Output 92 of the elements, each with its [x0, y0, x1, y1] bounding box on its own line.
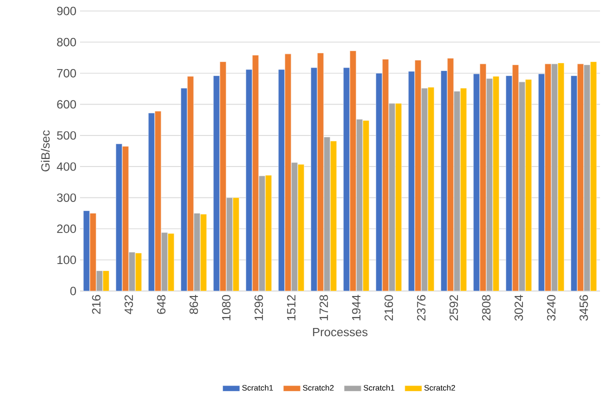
bar [128, 252, 136, 291]
x-tick-label: 2808 [482, 295, 490, 321]
x-tick-label: 1728 [320, 295, 328, 320]
bar [447, 58, 454, 291]
bar [350, 50, 356, 291]
bar [324, 136, 330, 291]
bar [265, 175, 272, 291]
y-tick-label: 100 [57, 256, 76, 264]
bar [486, 78, 493, 291]
bar [330, 140, 337, 291]
bar [116, 144, 122, 291]
y-tick-label: 500 [57, 131, 76, 140]
y-tick-label: 400 [56, 162, 76, 171]
bar [395, 103, 402, 291]
bar [148, 112, 155, 291]
bar [454, 91, 460, 291]
bar [102, 270, 110, 291]
bar [298, 164, 304, 291]
bar [460, 88, 467, 291]
x-axis-title: Processes [313, 328, 368, 336]
bar [90, 213, 96, 291]
bar [161, 232, 168, 291]
bar [506, 76, 512, 291]
bar [343, 67, 350, 291]
bar [284, 54, 292, 291]
x-tick-label: 3240 [547, 294, 556, 321]
y-tick-label: 900 [57, 6, 76, 16]
bar [551, 64, 558, 291]
bar [382, 59, 389, 291]
y-tick-label: 200 [57, 224, 76, 234]
bar [213, 76, 220, 291]
bar [356, 119, 363, 291]
bar [480, 64, 486, 291]
bar [558, 62, 564, 291]
bar [252, 55, 259, 291]
bar [421, 88, 428, 291]
bar [122, 146, 129, 291]
y-tick-label: 0 [70, 286, 76, 296]
bar [258, 176, 266, 291]
bar [180, 88, 188, 291]
y-axis-title: GiB/sec [40, 130, 50, 172]
bar [473, 74, 480, 291]
bar [246, 69, 252, 291]
bar [362, 120, 370, 291]
bar [317, 52, 324, 291]
y-tick-label: 600 [57, 100, 76, 109]
x-tick-label: 1296 [254, 295, 263, 320]
bar [577, 64, 584, 291]
bar [492, 76, 500, 291]
bar [135, 252, 142, 291]
x-tick-label: 3456 [580, 295, 588, 321]
bar [512, 64, 519, 291]
bar [408, 71, 415, 291]
y-tick-label: 300 [56, 193, 76, 202]
y-tick-label: 800 [57, 38, 76, 46]
x-tick-label: 216 [92, 295, 100, 314]
bar [96, 270, 103, 291]
bar [194, 213, 200, 291]
bar [232, 198, 240, 291]
bar [376, 73, 382, 291]
x-tick-label: 864 [190, 294, 198, 314]
bar [428, 87, 434, 291]
bar [187, 76, 194, 291]
bar [544, 64, 552, 291]
bar [154, 111, 162, 291]
x-tick-label: 2592 [450, 295, 458, 321]
bar [525, 79, 532, 291]
bar [590, 62, 597, 291]
bar [168, 233, 174, 291]
x-tick-label: 3024 [514, 294, 523, 321]
bar [414, 60, 422, 291]
bar [278, 69, 285, 291]
y-tick-label: 700 [57, 68, 76, 78]
x-tick-label: 2160 [384, 294, 393, 321]
bar [310, 67, 318, 291]
bar [291, 162, 298, 291]
x-tick-label: 1080 [222, 294, 230, 320]
bar [83, 210, 90, 291]
bar [584, 64, 590, 291]
bar [570, 76, 578, 291]
bar [538, 74, 545, 291]
bar [220, 62, 226, 291]
bar [440, 70, 448, 291]
x-tick-label: 432 [124, 295, 133, 314]
x-tick-label: 1512 [287, 295, 296, 320]
bar [226, 198, 233, 291]
x-tick-label: 648 [157, 295, 166, 314]
bar [518, 82, 526, 291]
bar [388, 103, 396, 291]
x-tick-label: 1944 [352, 294, 360, 320]
bar [200, 214, 207, 291]
x-tick-label: 2376 [417, 295, 426, 321]
